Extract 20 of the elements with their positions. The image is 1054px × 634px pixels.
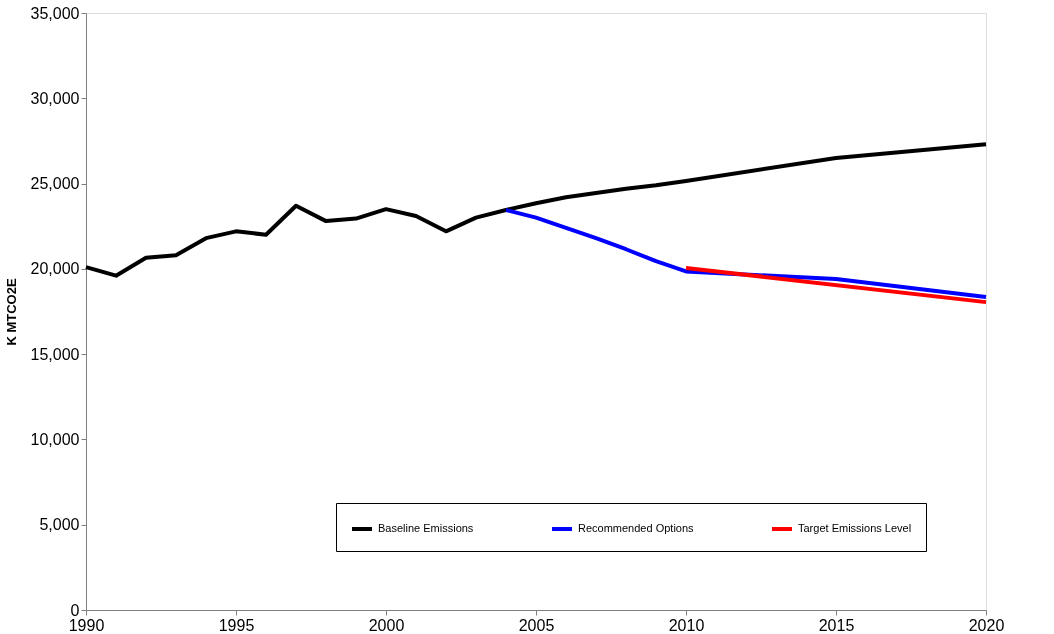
- y-tick-label: 15,000: [30, 345, 80, 363]
- y-tick-label: 35,000: [30, 4, 80, 22]
- line-series: [84, 142, 988, 278]
- x-tick-label: 2005: [518, 616, 555, 634]
- y-tick-label: 10,000: [30, 430, 80, 448]
- x-tick-label: 2010: [668, 616, 705, 634]
- x-tick-label: 2015: [818, 616, 855, 634]
- y-tick-label: 25,000: [30, 175, 80, 193]
- x-tick-label: 1995: [218, 616, 255, 634]
- legend-label: Recommended Options: [578, 522, 695, 534]
- y-tick-label: 5,000: [39, 516, 80, 534]
- x-tick-label: 2000: [368, 616, 405, 634]
- y-tick-label: 20,000: [30, 260, 80, 278]
- y-axis-title: K MTCO2E: [3, 278, 19, 346]
- y-tick-label: 0: [70, 601, 80, 619]
- y-tick-label: 30,000: [30, 89, 80, 107]
- legend-label: Baseline Emissions: [378, 522, 474, 534]
- x-tick-label: 2020: [968, 616, 1005, 634]
- x-tick-label: 1990: [68, 616, 105, 634]
- legend-label: Target Emissions Level: [798, 522, 912, 534]
